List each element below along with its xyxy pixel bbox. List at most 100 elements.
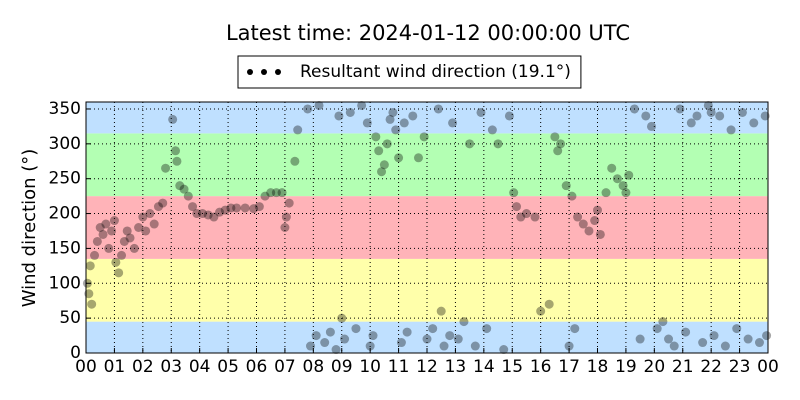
data-point: [122, 226, 132, 236]
data-point: [145, 209, 155, 219]
data-point: [635, 334, 645, 344]
data-point: [402, 327, 412, 337]
data-point: [280, 223, 290, 232]
x-tick-label: 00: [75, 357, 97, 377]
data-point: [114, 268, 124, 278]
data-point: [92, 236, 102, 246]
data-point: [715, 111, 725, 121]
data-point: [314, 100, 324, 110]
data-point: [203, 210, 213, 220]
data-point: [567, 191, 577, 201]
data-point: [98, 229, 108, 239]
data-point: [394, 153, 404, 163]
data-point: [85, 261, 95, 271]
x-tick-label: 14: [473, 357, 495, 377]
legend-box: [237, 55, 582, 89]
data-point: [382, 139, 392, 149]
data-point: [134, 223, 144, 232]
data-point: [320, 338, 330, 348]
data-point: [396, 338, 406, 348]
x-tick-label: 10: [359, 357, 381, 377]
data-point: [171, 146, 181, 156]
chart-title: Latest time: 2024-01-12 00:00:00 UTC: [226, 21, 630, 45]
data-point: [553, 146, 563, 156]
data-point: [374, 146, 384, 156]
data-point: [249, 204, 259, 214]
data-point: [732, 324, 742, 334]
plot-frame: [85, 101, 769, 354]
data-point: [482, 324, 492, 334]
data-point: [111, 257, 121, 267]
data-point: [340, 334, 350, 344]
data-point: [175, 181, 185, 191]
data-point: [593, 205, 602, 215]
x-tick-label: 00: [757, 357, 779, 377]
x-tick-label: 07: [274, 357, 296, 377]
data-point: [459, 317, 469, 327]
data-point: [499, 345, 509, 355]
legend: Resultant wind direction (19.1°): [237, 55, 582, 89]
data-point: [368, 331, 378, 341]
data-point: [357, 100, 367, 110]
data-point: [117, 250, 127, 260]
data-point: [706, 107, 716, 117]
data-point: [325, 327, 335, 337]
data-point: [512, 202, 522, 212]
data-point: [664, 334, 674, 344]
data-point: [737, 107, 747, 117]
data-point: [311, 331, 321, 341]
data-point: [550, 132, 560, 142]
data-point: [428, 324, 438, 334]
data-point: [621, 188, 631, 198]
data-point: [101, 219, 111, 229]
data-point: [232, 203, 242, 213]
data-point: [544, 299, 554, 309]
data-point: [760, 111, 770, 121]
x-tick-label: 09: [331, 357, 353, 377]
data-point: [470, 341, 480, 351]
x-tick-label: 21: [672, 357, 694, 377]
data-point: [516, 212, 526, 222]
x-tick-label: 17: [558, 357, 580, 377]
y-tick-label: 0: [70, 343, 81, 363]
data-point: [172, 156, 182, 166]
data-point: [129, 243, 139, 253]
data-point: [762, 331, 772, 341]
data-point: [439, 341, 449, 351]
x-tick-label: 22: [700, 357, 722, 377]
data-point: [584, 226, 594, 236]
data-point: [303, 104, 313, 114]
data-point: [119, 236, 129, 246]
x-tick-label: 20: [644, 357, 666, 377]
data-point: [161, 163, 171, 173]
data-point: [413, 153, 423, 163]
data-point: [487, 125, 497, 135]
data-point: [95, 223, 105, 232]
y-tick-label: 300: [49, 134, 81, 154]
data-point: [198, 209, 208, 219]
data-point: [149, 219, 159, 229]
data-point: [703, 100, 713, 110]
data-point: [754, 338, 764, 348]
data-point: [188, 202, 198, 212]
data-point: [607, 163, 617, 173]
data-point: [504, 111, 514, 121]
data-point: [215, 207, 225, 217]
legend-marker: [275, 69, 281, 75]
data-point: [530, 212, 540, 222]
data-point: [652, 324, 662, 334]
data-point: [337, 313, 347, 323]
x-tick-label: 15: [501, 357, 523, 377]
data-point: [334, 111, 344, 121]
data-point: [107, 226, 117, 236]
data-point: [391, 125, 401, 135]
y-tick-label: 200: [49, 204, 81, 224]
data-point: [109, 216, 119, 226]
x-tick-label: 12: [416, 357, 438, 377]
data-point: [749, 118, 759, 128]
data-point: [388, 107, 398, 117]
data-point: [601, 188, 611, 198]
data-point: [141, 226, 151, 236]
data-point: [277, 188, 287, 198]
data-point: [254, 202, 264, 212]
